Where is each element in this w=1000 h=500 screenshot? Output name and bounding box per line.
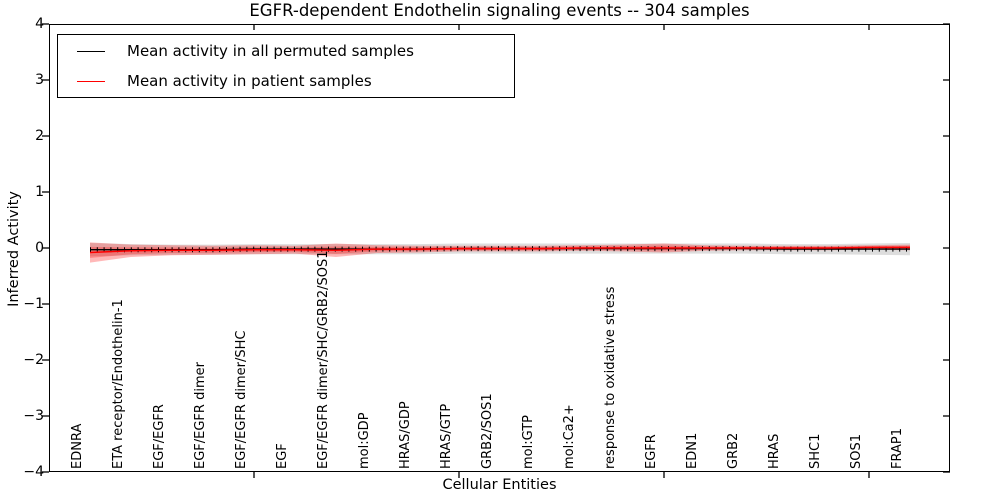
y-tick-label: 3 <box>35 72 44 88</box>
x-tick-label: EGF/EGFR dimer <box>192 362 208 469</box>
chart-title: EGFR-dependent Endothelin signaling even… <box>249 1 750 20</box>
x-tick-label: GRB2 <box>725 432 741 469</box>
x-axis-label: Cellular Entities <box>442 477 557 493</box>
y-tick-label: 2 <box>35 128 44 144</box>
x-tick-label: EGFR <box>643 434 659 469</box>
x-tick-label: response to oxidative stress <box>602 286 618 469</box>
legend-item-permuted: Mean activity in all permuted samples <box>58 37 514 65</box>
x-tick-label: GRB2/SOS1 <box>479 393 495 469</box>
x-tick-label: EGF/EGFR dimer/SHC <box>233 330 249 469</box>
x-tick-label: ETA receptor/Endothelin-1 <box>110 299 126 469</box>
x-tick-label: EGF <box>274 443 290 469</box>
x-tick-label: EGF/EGFR dimer/SHC/GRB2/SOS1 <box>315 250 331 470</box>
permuted-line-sample-icon <box>77 50 105 52</box>
x-tick-label: FRAP1 <box>889 428 905 469</box>
legend-label-patient: Mean activity in patient samples <box>127 72 372 90</box>
legend-label-permuted: Mean activity in all permuted samples <box>127 42 414 60</box>
x-tick-label: EDN1 <box>684 432 700 469</box>
legend: Mean activity in all permuted samples Me… <box>57 34 515 98</box>
y-tick-label: −3 <box>23 408 44 424</box>
legend-item-patient: Mean activity in patient samples <box>58 67 514 95</box>
x-tick-label: mol:GTP <box>520 415 536 469</box>
y-tick-label: 4 <box>35 16 44 32</box>
x-tick-label: EGF/EGFR <box>151 404 167 469</box>
y-tick-label: 0 <box>35 240 44 256</box>
x-tick-label: mol:GDP <box>356 412 372 469</box>
x-tick-label: HRAS/GDP <box>397 401 413 469</box>
y-tick-label: 1 <box>35 184 44 200</box>
y-tick-label: −1 <box>23 296 44 312</box>
patient-line-sample-icon <box>77 80 105 82</box>
x-tick-label: EDNRA <box>69 423 85 469</box>
y-tick-label: −2 <box>23 352 44 368</box>
x-tick-label: HRAS <box>766 433 782 469</box>
x-tick-label: HRAS/GTP <box>438 403 454 469</box>
x-tick-label: mol:Ca2+ <box>561 404 577 469</box>
x-tick-label: SOS1 <box>848 433 864 469</box>
y-tick-label: −4 <box>23 464 44 480</box>
x-tick-label: SHC1 <box>807 433 823 469</box>
